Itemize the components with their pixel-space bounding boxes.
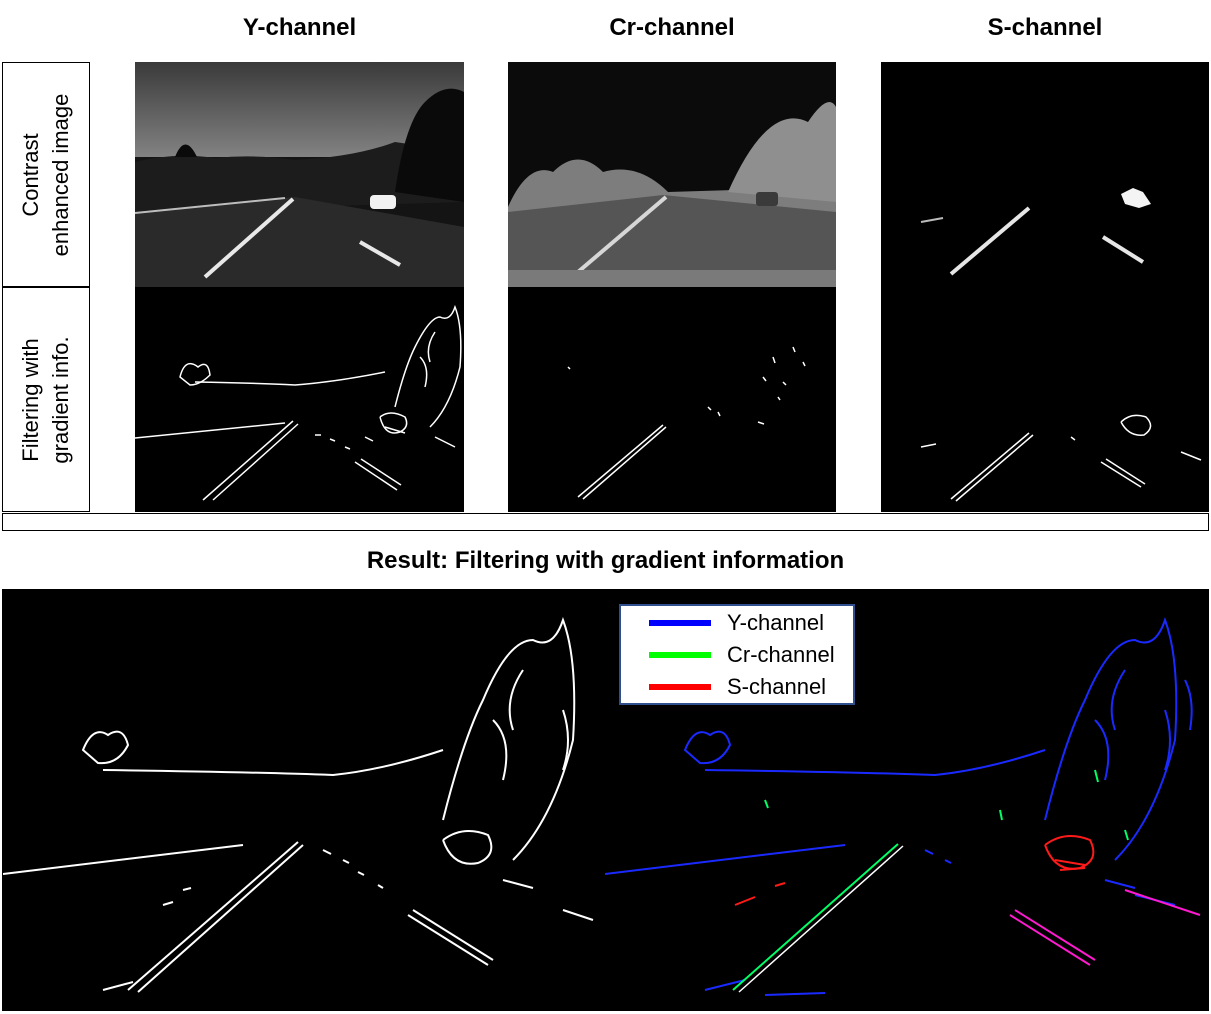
s-channel-gradient-image (881, 287, 1209, 512)
column-title-y: Y-channel (242, 14, 357, 41)
cr-channel-gradient-image (508, 287, 836, 512)
legend-item-y: Y-channel (649, 608, 824, 638)
legend-label-cr: Cr-channel (727, 642, 835, 667)
row-label-filtering-text: Filtering with gradient info. (18, 335, 73, 464)
column-title-s: S-channel (987, 14, 1103, 41)
legend-label-y: Y-channel (727, 610, 825, 635)
legend-item-cr: Cr-channel (649, 640, 835, 670)
legend-swatch-y (649, 620, 711, 626)
column-title-cr: Cr-channel (609, 14, 735, 41)
cr-channel-contrast-image (508, 62, 836, 287)
legend-item-s: S-channel (649, 672, 826, 702)
row-label-contrast-text: Contrast enhanced image (18, 93, 73, 256)
s-channel-contrast-image (881, 62, 1209, 287)
result-gradient-image-white (3, 590, 605, 1010)
legend-label-s: S-channel (727, 674, 827, 699)
legend-swatch-cr (649, 652, 711, 658)
row-label-filtering: Filtering with gradient info. (2, 287, 90, 512)
legend-swatch-s (649, 684, 711, 690)
result-title: Result: Filtering with gradient informat… (2, 530, 1209, 590)
y-channel-contrast-image (135, 62, 464, 287)
result-frame (2, 513, 1209, 1011)
row-label-contrast: Contrast enhanced image (2, 62, 90, 287)
legend: Y-channel Cr-channel S-channel (619, 604, 855, 705)
y-channel-gradient-image (135, 287, 464, 512)
